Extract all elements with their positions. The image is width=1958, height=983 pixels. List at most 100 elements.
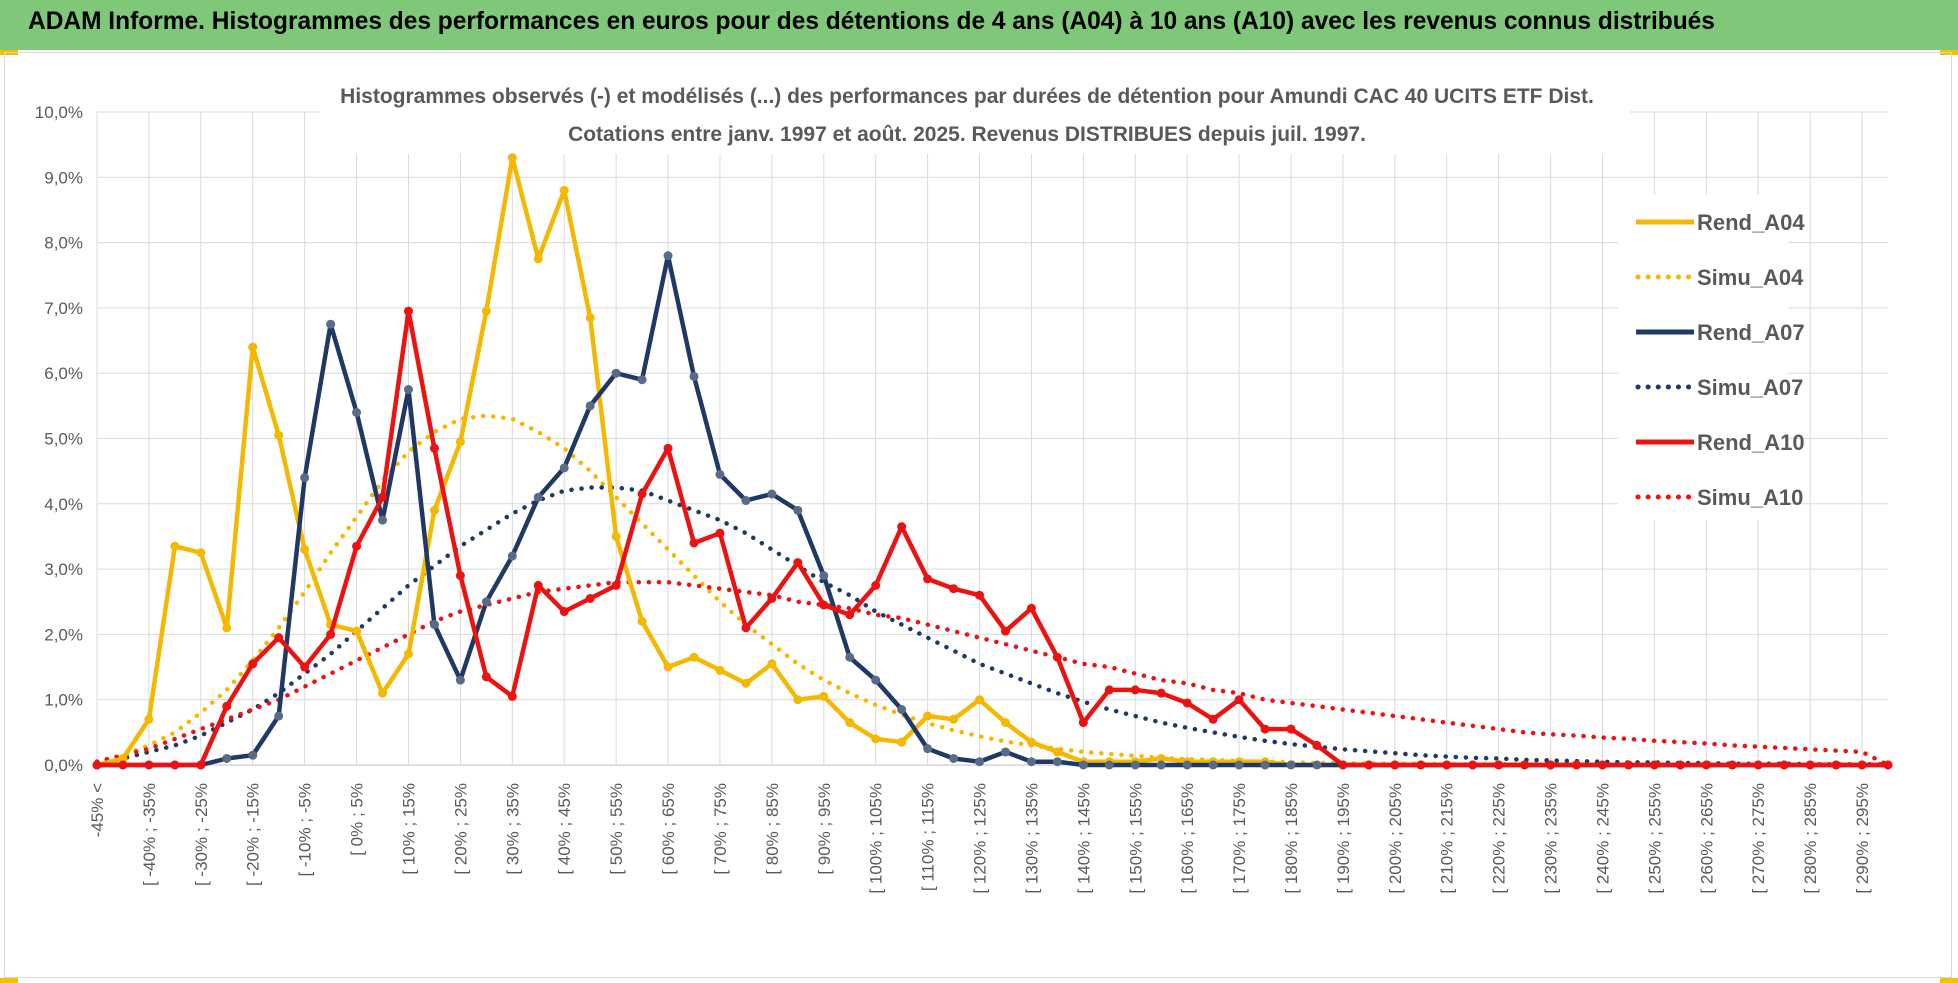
data-point [196, 760, 206, 770]
data-point [1338, 760, 1348, 770]
data-point [1416, 760, 1426, 770]
data-point [663, 662, 673, 672]
legend-label: Simu_A07 [1697, 375, 1803, 400]
data-point [92, 760, 102, 770]
corner-accent-bottom-left [0, 978, 18, 983]
x-tick-label: [ 230% ; 235% [1542, 783, 1561, 894]
data-point [1052, 747, 1062, 757]
data-point [923, 744, 933, 754]
x-tick-label: [ 90% ; 95% [815, 783, 834, 875]
data-point [144, 714, 154, 724]
x-tick-label: [ 290% ; 295% [1853, 783, 1872, 894]
data-point [897, 522, 907, 532]
data-point [481, 597, 491, 607]
data-point [170, 760, 180, 770]
data-point [1052, 757, 1062, 767]
data-point [949, 753, 959, 763]
legend-label: Rend_A07 [1697, 320, 1805, 345]
data-point [1260, 724, 1270, 734]
data-point [1026, 757, 1036, 767]
data-point [403, 306, 413, 316]
legend-label: Simu_A04 [1697, 265, 1804, 290]
data-point [507, 153, 517, 163]
data-point [845, 652, 855, 662]
data-point [793, 558, 803, 568]
data-point [1104, 685, 1114, 695]
x-tick-label: [ 80% ; 85% [763, 783, 782, 875]
data-point [611, 531, 621, 541]
data-point [352, 541, 362, 551]
legend-label: Rend_A10 [1697, 430, 1805, 455]
data-point [845, 610, 855, 620]
data-point [1156, 688, 1166, 698]
data-point [689, 371, 699, 381]
data-point [949, 584, 959, 594]
data-point [1130, 760, 1140, 770]
data-point [507, 551, 517, 561]
data-point [559, 463, 569, 473]
data-point [871, 580, 881, 590]
x-tick-label: [ 70% ; 75% [711, 783, 730, 875]
series-Simu_A04 [94, 413, 1891, 768]
data-point [585, 313, 595, 323]
x-tick-label: [ 250% ; 255% [1645, 783, 1664, 894]
page-title: ADAM Informe. Histogrammes des performan… [28, 7, 1715, 35]
x-tick-label: [ 110% ; 115% [919, 783, 938, 891]
data-point [819, 571, 829, 581]
y-tick-label: 5,0% [44, 430, 83, 449]
data-point [429, 505, 439, 515]
data-point [1520, 760, 1530, 770]
x-tick-label: [ 200% ; 205% [1386, 783, 1405, 894]
data-point [274, 711, 284, 721]
data-point [1805, 760, 1815, 770]
data-point [170, 541, 180, 551]
x-tick-label: [ 180% ; 185% [1282, 783, 1301, 894]
series-line [94, 579, 1891, 768]
data-point [1078, 760, 1088, 770]
series-line [94, 413, 1891, 768]
data-point [1597, 760, 1607, 770]
data-point [196, 548, 206, 558]
data-point [871, 675, 881, 685]
series-Simu_A10 [94, 579, 1891, 768]
data-point [326, 629, 336, 639]
data-point [481, 672, 491, 682]
data-point [975, 695, 985, 705]
grid-layer [96, 111, 1888, 766]
x-tick-label: [ 100% ; 105% [867, 783, 886, 894]
x-tick-label: [ 140% ; 145% [1074, 783, 1093, 894]
data-point [1234, 760, 1244, 770]
data-point [248, 750, 258, 760]
data-point [741, 496, 751, 506]
data-point [1156, 753, 1166, 763]
chart-subtitle: Cotations entre janv. 1997 et août. 2025… [568, 123, 1366, 146]
data-point [429, 443, 439, 453]
data-point [1649, 760, 1659, 770]
legend-item-Rend_A04: Rend_A04 [1636, 210, 1805, 235]
data-point [403, 649, 413, 659]
x-tick-label: [ 30% ; 35% [503, 783, 522, 875]
chart-title: Histogrammes observés (-) et modélisés (… [340, 85, 1594, 108]
data-point [533, 254, 543, 264]
corner-accent-bottom-right [1940, 978, 1958, 983]
data-point [585, 401, 595, 411]
data-point [1234, 695, 1244, 705]
data-point [559, 185, 569, 195]
data-point [1286, 724, 1296, 734]
data-point [663, 251, 673, 261]
data-point [481, 306, 491, 316]
x-tick-label: [ 210% ; 215% [1438, 783, 1457, 894]
data-point [1026, 737, 1036, 747]
data-point [637, 375, 647, 385]
x-tick-label: [ 120% ; 125% [971, 783, 990, 894]
data-point [274, 633, 284, 643]
data-point [403, 385, 413, 395]
data-point [1857, 760, 1867, 770]
x-tick-label: [ 130% ; 135% [1022, 783, 1041, 894]
x-tick-label: [ 0% ; 5% [348, 783, 367, 856]
legend-background [1618, 195, 1788, 520]
y-tick-label: 4,0% [44, 495, 83, 514]
chart-frame [4, 52, 1952, 978]
data-point [1623, 760, 1633, 770]
